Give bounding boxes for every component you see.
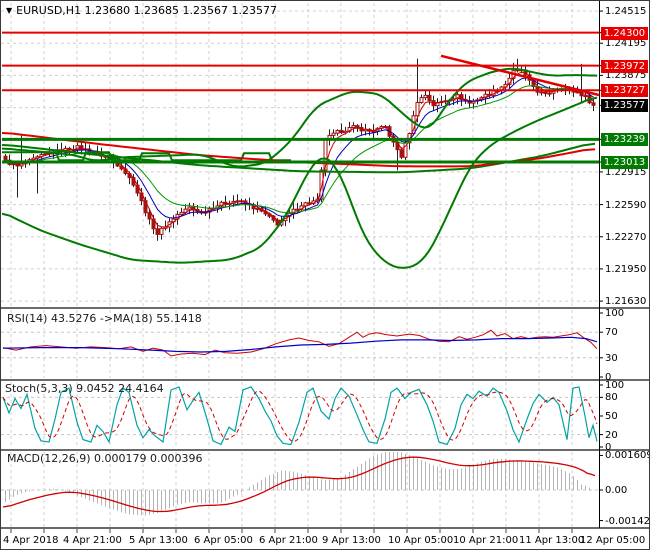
rsi-pane <box>2 329 598 357</box>
ohlc-readout: 1.23680 1.23685 1.23567 1.23577 <box>84 4 278 17</box>
macd-indicator-label: MACD(12,26,9) 0.000179 0.000396 <box>7 452 203 465</box>
rsi-indicator-label: RSI(14) 43.5276 ->MA(18) 55.1418 <box>7 312 202 325</box>
stoch-indicator-label: Stoch(5,3,3) 9.0452 24.4164 <box>5 382 164 395</box>
symbol-title: EURUSD,H1 <box>16 4 82 17</box>
symbol-dropdown-icon[interactable]: ▼ <box>6 6 13 15</box>
chart-header: ▼ EURUSD,H1 1.23680 1.23685 1.23567 1.235… <box>6 4 277 17</box>
stoch-pane <box>2 386 598 446</box>
macd-pane <box>2 452 596 516</box>
main-chart-pane <box>2 31 599 269</box>
